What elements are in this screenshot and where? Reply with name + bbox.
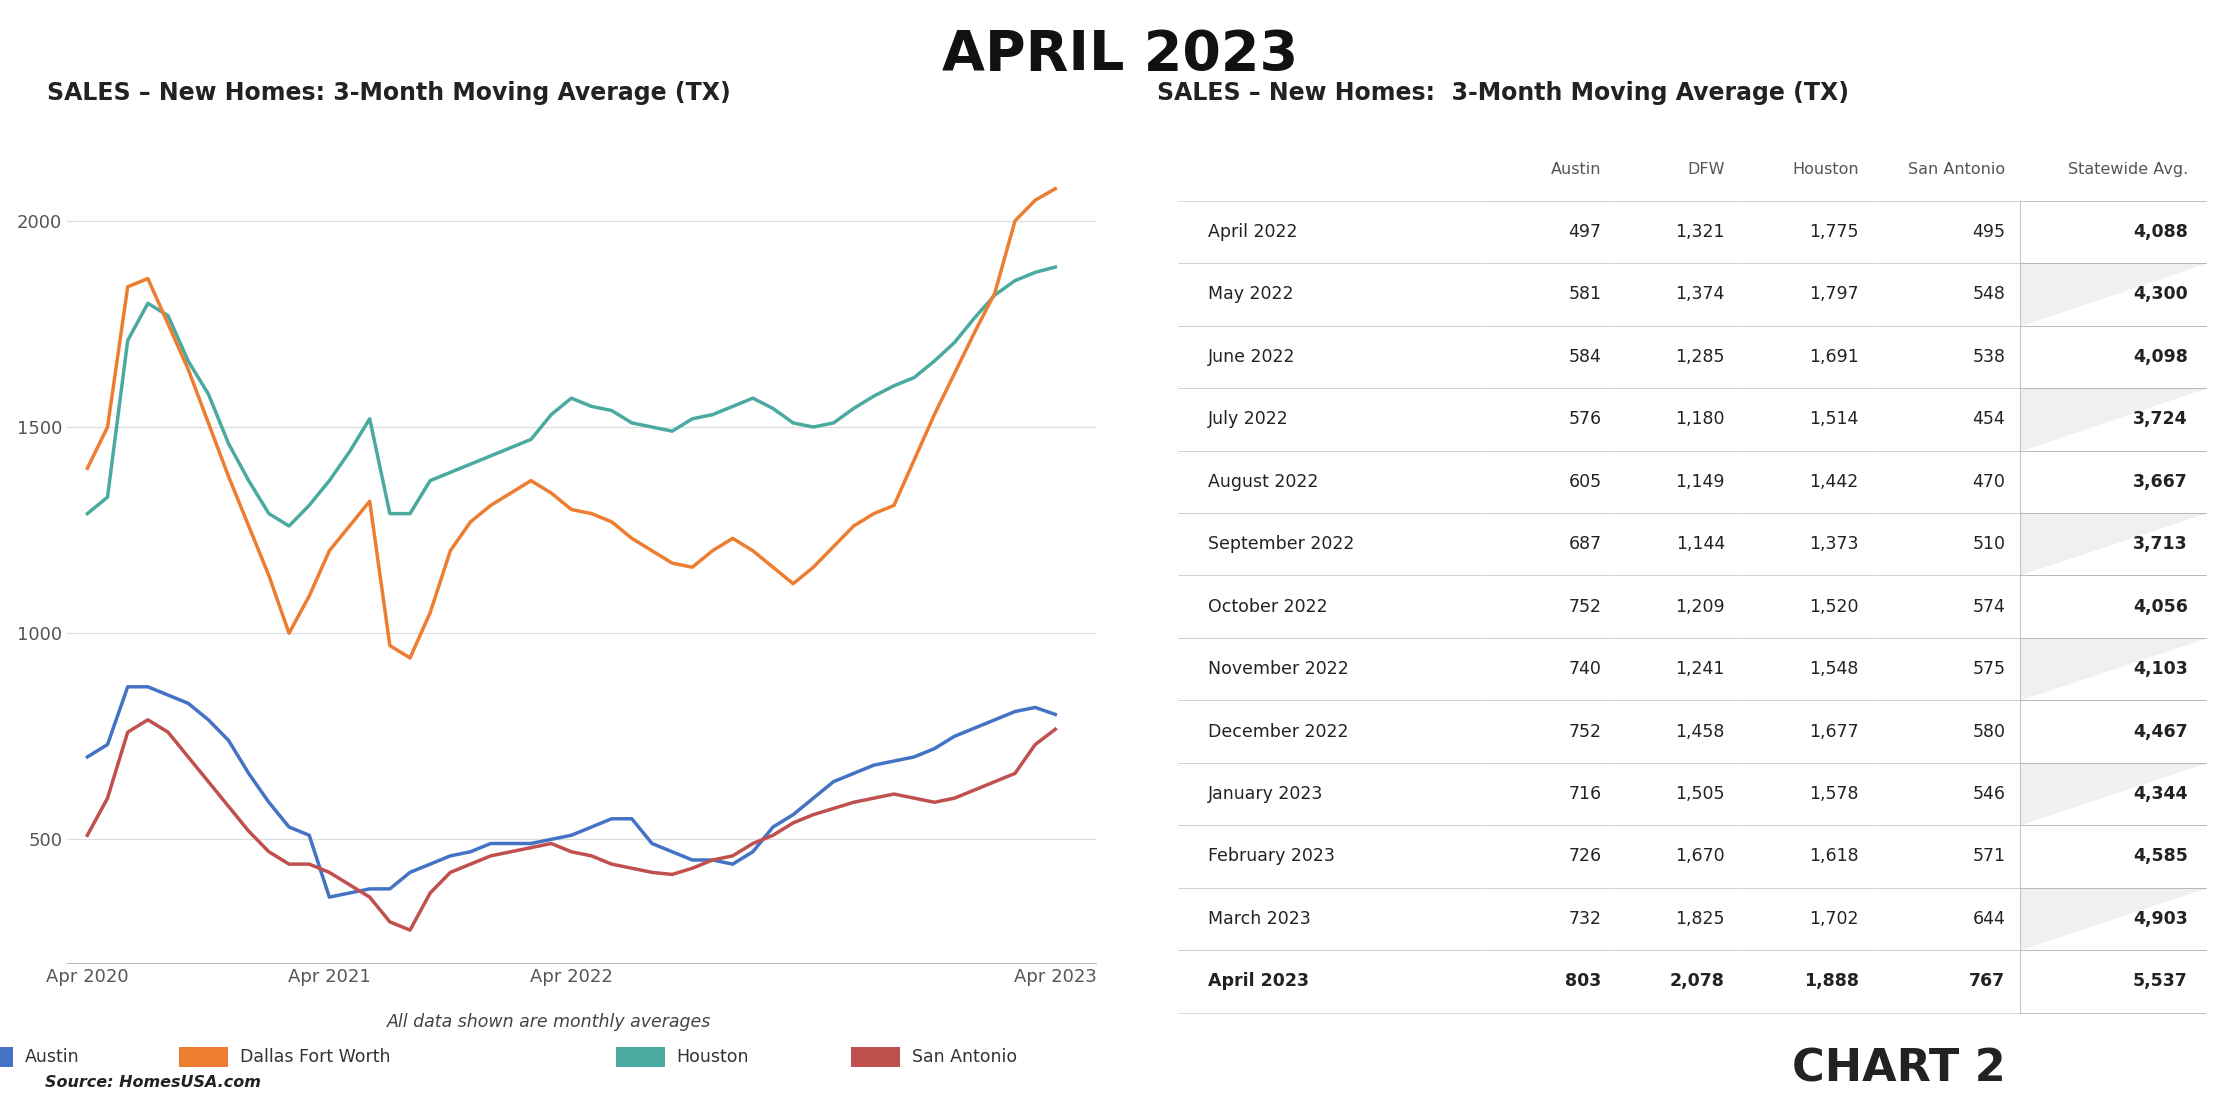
Text: All data shown are monthly averages: All data shown are monthly averages	[388, 1013, 710, 1031]
Text: Source: HomesUSA.com: Source: HomesUSA.com	[45, 1075, 260, 1090]
Text: Houston: Houston	[676, 1048, 748, 1066]
Text: San Antonio: San Antonio	[912, 1048, 1017, 1066]
Text: SALES – New Homes: 3-Month Moving Average (TX): SALES – New Homes: 3-Month Moving Averag…	[47, 82, 730, 105]
Text: SALES – New Homes:  3-Month Moving Average (TX): SALES – New Homes: 3-Month Moving Averag…	[1158, 82, 1850, 105]
Text: Austin: Austin	[25, 1048, 78, 1066]
Text: APRIL 2023: APRIL 2023	[943, 28, 1297, 82]
Text: CHART 2: CHART 2	[1792, 1047, 2005, 1090]
Text: Dallas Fort Worth: Dallas Fort Worth	[240, 1048, 390, 1066]
